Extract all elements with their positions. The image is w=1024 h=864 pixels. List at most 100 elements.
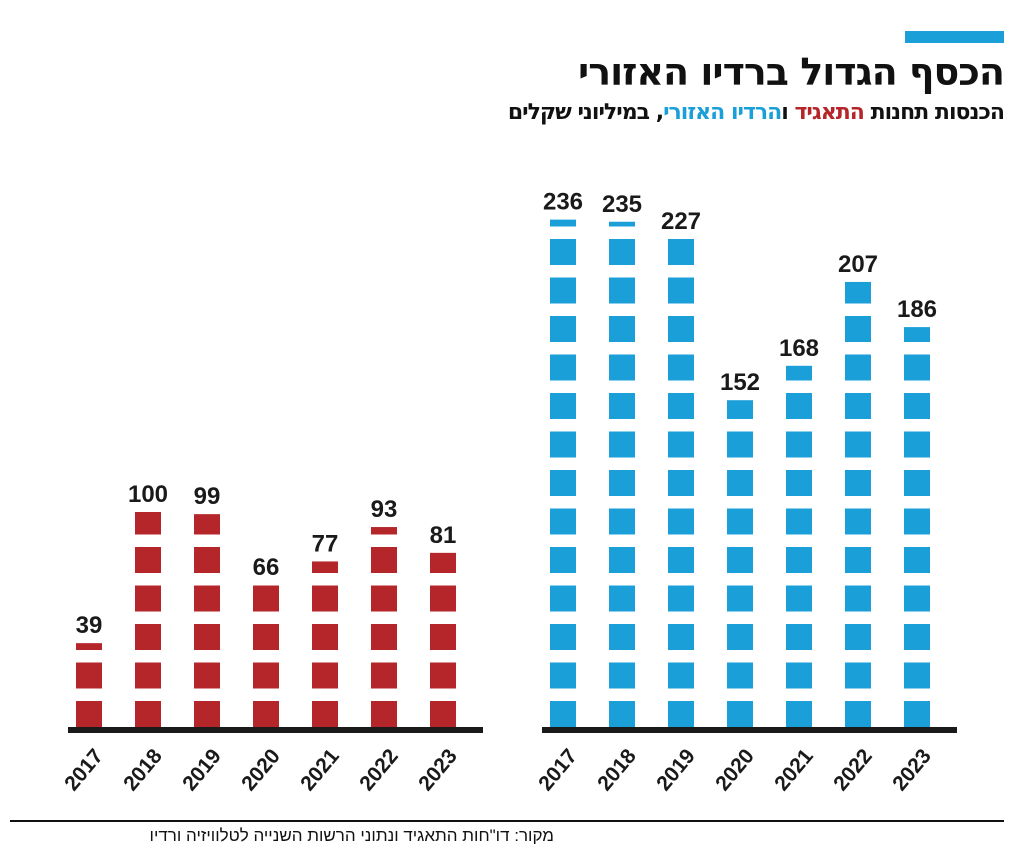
bar-segment xyxy=(786,585,812,612)
bar xyxy=(194,514,220,727)
data-label: 100 xyxy=(128,481,168,508)
bar-segment xyxy=(609,316,635,342)
data-label: 152 xyxy=(720,369,760,396)
public-series: 39 2017 100 2018 99 2019 66 2020 77 2021 93 2022 81 2… xyxy=(60,481,483,795)
bar-segment xyxy=(550,277,576,304)
bar-segment xyxy=(668,662,694,689)
x-tick-label: 2017 xyxy=(534,745,582,796)
bar-segment xyxy=(135,547,161,573)
x-tick-label: 2022 xyxy=(355,745,403,796)
bar-segment xyxy=(904,470,930,496)
bar-segment xyxy=(312,585,338,612)
bar-segment xyxy=(904,585,930,612)
data-label: 81 xyxy=(430,522,457,549)
bar-segment xyxy=(845,508,871,535)
bar-segment xyxy=(727,508,753,535)
bar-segment xyxy=(194,701,220,727)
bar-segment xyxy=(727,662,753,689)
bar-segment xyxy=(550,470,576,496)
bar-segment xyxy=(845,701,871,727)
bar-segment xyxy=(786,547,812,573)
bar-segment xyxy=(786,365,812,381)
bar-segment xyxy=(845,585,871,612)
bar-segment xyxy=(786,624,812,650)
bar-segment xyxy=(609,277,635,304)
bar-segment xyxy=(727,624,753,650)
chart-subtitle: הכנסות תחנות התאגיד והרדיו האזורי, במילי… xyxy=(507,100,1005,125)
bar-segment xyxy=(845,662,871,689)
bar-segment xyxy=(430,585,456,612)
subtitle-text: הכנסות תחנות xyxy=(863,100,1005,125)
bar-segment xyxy=(786,470,812,496)
bar-segment xyxy=(371,547,397,573)
bar-segment xyxy=(550,547,576,573)
subtitle-text: , במיליוני שקלים xyxy=(507,100,664,125)
x-tick-label: 2021 xyxy=(296,744,344,795)
bar xyxy=(430,552,456,727)
bar-segment xyxy=(430,624,456,650)
bar-segment xyxy=(312,624,338,650)
bar-segment xyxy=(786,508,812,535)
bar-segment xyxy=(550,393,576,419)
data-label: 93 xyxy=(371,496,398,523)
bar-segment xyxy=(135,624,161,650)
x-tick-label: 2021 xyxy=(770,744,818,795)
bar-segment xyxy=(845,470,871,496)
x-tick-label: 2020 xyxy=(237,745,285,796)
bar-segment xyxy=(727,470,753,496)
regional-series: 236 2017 235 2018 227 2019 152 2020 168 2021 207 20… xyxy=(534,189,957,796)
bar-segment xyxy=(904,327,930,342)
data-label: 168 xyxy=(779,335,819,362)
data-label: 235 xyxy=(602,191,642,218)
bar-segment xyxy=(845,281,871,304)
bar-segment xyxy=(904,354,930,381)
bar xyxy=(253,585,279,727)
bar-segment xyxy=(668,316,694,342)
bar-segment xyxy=(727,701,753,727)
data-label: 207 xyxy=(838,251,878,278)
bar-segment xyxy=(550,219,576,227)
data-label: 77 xyxy=(312,530,339,557)
bar-segment xyxy=(253,662,279,689)
subtitle-text: ו xyxy=(781,100,795,125)
bar-segment xyxy=(668,431,694,458)
bar-segment xyxy=(609,431,635,458)
x-tick-label: 2019 xyxy=(652,745,700,796)
bar xyxy=(550,219,576,727)
bar-segment xyxy=(135,512,161,535)
bar xyxy=(609,221,635,727)
data-label: 227 xyxy=(661,208,701,235)
bar-segment xyxy=(194,662,220,689)
subtitle-regional-label: הרדיו האזורי xyxy=(663,100,782,125)
bar-segment xyxy=(668,585,694,612)
bar xyxy=(312,561,338,727)
bar-segment xyxy=(609,585,635,612)
bar-segment xyxy=(550,239,576,265)
bar-segment xyxy=(194,514,220,535)
bar-segment xyxy=(312,662,338,689)
bar-segment xyxy=(668,239,694,265)
bar-segment xyxy=(609,662,635,689)
bar xyxy=(371,527,397,727)
bar-segment xyxy=(786,701,812,727)
bar xyxy=(727,400,753,727)
x-tick-label: 2023 xyxy=(888,745,936,796)
bar-segment xyxy=(253,624,279,650)
bar-segment xyxy=(668,393,694,419)
bar-segment xyxy=(371,701,397,727)
bar-segment xyxy=(609,701,635,727)
bar-segment xyxy=(904,508,930,535)
bar-segment xyxy=(550,624,576,650)
bar-segment xyxy=(194,624,220,650)
bar-segment xyxy=(845,354,871,381)
bar-segment xyxy=(609,508,635,535)
source-note: מקור: דו"חות התאגיד ונתוני הרשות השנייה … xyxy=(149,826,554,845)
bar-segment xyxy=(312,561,338,573)
bar-segment xyxy=(609,239,635,265)
bar-segment xyxy=(550,585,576,612)
bar-segment xyxy=(904,393,930,419)
bar-segment xyxy=(550,508,576,535)
bar-segment xyxy=(609,221,635,227)
bar-segment xyxy=(550,354,576,381)
divider xyxy=(10,820,1004,822)
